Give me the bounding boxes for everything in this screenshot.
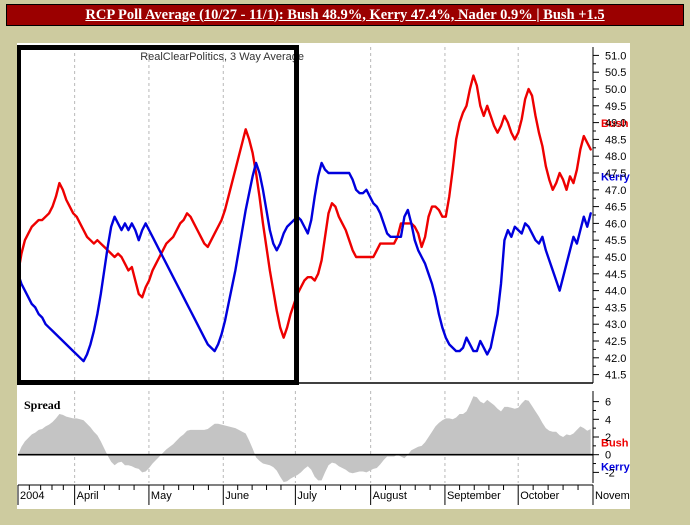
x-tick-label: 2004 <box>20 490 44 502</box>
spread-label: Spread <box>24 398 61 412</box>
x-tick-label: June <box>225 490 249 502</box>
y-tick-label-main: 49.5 <box>605 101 626 113</box>
y-tick-label-spread: 4 <box>605 414 611 426</box>
chart-title-bar: RCP Poll Average (10/27 - 11/1): Bush 48… <box>6 4 684 26</box>
y-tick-label-main: 43.5 <box>605 302 626 314</box>
series-label-bush: Bush <box>601 118 629 130</box>
y-tick-label-main: 45.5 <box>605 235 626 247</box>
y-tick-label-main: 51.0 <box>605 50 626 62</box>
y-tick-label-main: 45.0 <box>605 252 626 264</box>
spread-legend-kerry: Kerry <box>601 462 630 474</box>
y-tick-label-spread: 6 <box>605 397 611 409</box>
y-tick-label-main: 49.0 <box>605 118 626 130</box>
spread-area <box>18 396 591 483</box>
y-tick-label-main: 50.5 <box>605 67 626 79</box>
x-tick-label: November <box>595 490 630 502</box>
y-tick-label-main: 50.0 <box>605 84 626 96</box>
series-label-kerry: Kerry <box>601 171 630 183</box>
x-tick-label: September <box>447 490 501 502</box>
y-tick-label-main: 43.0 <box>605 319 626 331</box>
spread-legend-bush: Bush <box>601 438 629 450</box>
y-tick-label-main: 44.5 <box>605 269 626 281</box>
page-title: RCP Poll Average (10/27 - 11/1): Bush 48… <box>85 6 605 23</box>
y-tick-label-main: 48.5 <box>605 134 626 146</box>
poll-average-chart[interactable]: RealClearPolitics, 3 Way Average Bush Kerr… <box>17 43 630 509</box>
x-tick-label: April <box>77 490 99 502</box>
series-line-kerry <box>17 161 592 363</box>
y-tick-label-main: 47.0 <box>605 185 626 197</box>
chart-area: RealClearPolitics, 3 Way Average Bush Kerr… <box>17 43 630 509</box>
y-tick-label-main: 46.0 <box>605 218 626 230</box>
y-tick-label-main: 42.0 <box>605 353 626 365</box>
x-tick-label: October <box>520 490 559 502</box>
x-tick-label: July <box>297 490 317 502</box>
x-tick-label: May <box>151 490 172 502</box>
y-tick-label-spread: 2 <box>605 432 611 444</box>
y-tick-label-main: 44.0 <box>605 286 626 298</box>
y-tick-label-main: 46.5 <box>605 202 626 214</box>
y-tick-label-spread: -2 <box>605 467 615 479</box>
y-tick-label-spread: 0 <box>605 450 611 462</box>
chart-subtitle: RealClearPolitics, 3 Way Average <box>140 51 304 63</box>
y-tick-label-main: 41.5 <box>605 370 626 382</box>
y-tick-label-main: 48.0 <box>605 151 626 163</box>
x-tick-label: August <box>373 490 407 502</box>
series-line-bush <box>17 74 592 339</box>
y-tick-label-main: 42.5 <box>605 336 626 348</box>
y-tick-label-main: 47.5 <box>605 168 626 180</box>
